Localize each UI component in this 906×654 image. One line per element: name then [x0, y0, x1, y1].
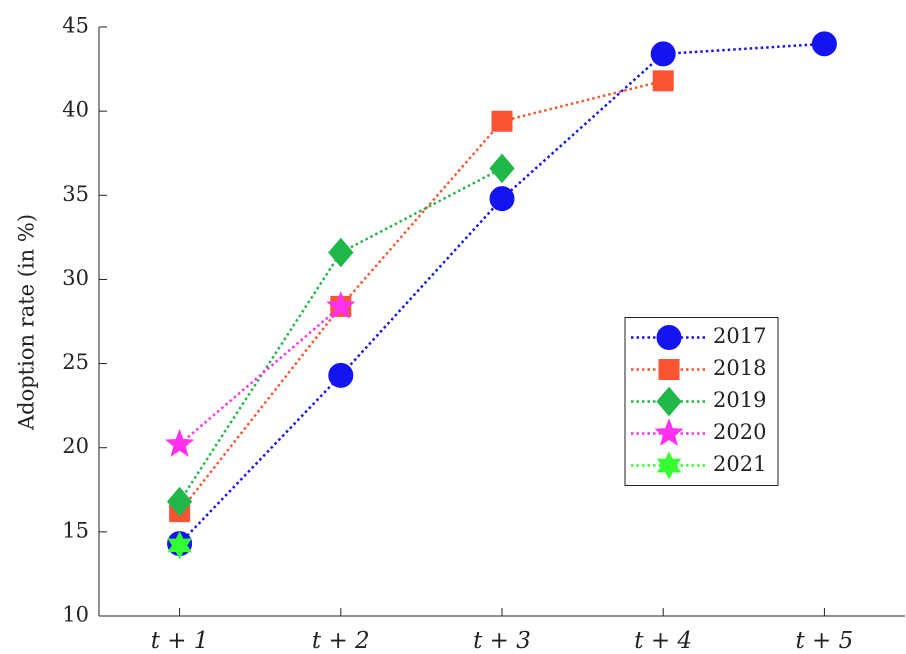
- legend-box: [624, 317, 779, 486]
- y-tick-label: 30: [62, 266, 89, 290]
- marker: [166, 486, 193, 517]
- x-tick-label: t + 5: [796, 628, 854, 654]
- marker: [656, 325, 682, 350]
- y-tick-label: 40: [62, 98, 89, 122]
- marker: [328, 362, 354, 388]
- y-tick-label: 20: [62, 434, 89, 458]
- marker: [489, 153, 515, 184]
- legend-label: 2017: [713, 324, 766, 348]
- y-tick-label: 45: [62, 14, 89, 38]
- x-tick-label: t + 2: [312, 628, 370, 654]
- series-line: [178, 305, 342, 446]
- marker: [328, 237, 354, 268]
- legend-label: 2019: [713, 388, 766, 412]
- legend-label: 2018: [713, 356, 766, 380]
- marker: [491, 110, 513, 132]
- marker: [658, 359, 680, 380]
- marker: [654, 418, 684, 446]
- series-line: [178, 79, 664, 513]
- legend: 2017 2018 2019 2020 2021: [624, 317, 779, 486]
- y-axis-label: Adoption rate (in %): [15, 214, 39, 431]
- legend-label: 2020: [713, 420, 766, 444]
- marker: [656, 451, 682, 480]
- marker: [650, 41, 676, 67]
- x-tick-label: t + 1: [151, 628, 209, 654]
- marker: [167, 531, 192, 560]
- marker: [811, 31, 837, 57]
- marker: [326, 291, 356, 319]
- y-tick-label: 10: [62, 603, 89, 627]
- series-line: [178, 42, 825, 545]
- legend-label: 2021: [713, 452, 766, 476]
- y-tick-label: 25: [62, 350, 89, 374]
- marker: [652, 70, 674, 92]
- y-tick-label: 35: [62, 182, 89, 206]
- x-tick-label: t + 4: [634, 628, 692, 654]
- marker: [164, 428, 195, 457]
- x-tick-label: t + 3: [473, 628, 531, 654]
- y-tick-label: 15: [62, 518, 89, 542]
- marker: [656, 386, 682, 417]
- marker: [489, 186, 515, 212]
